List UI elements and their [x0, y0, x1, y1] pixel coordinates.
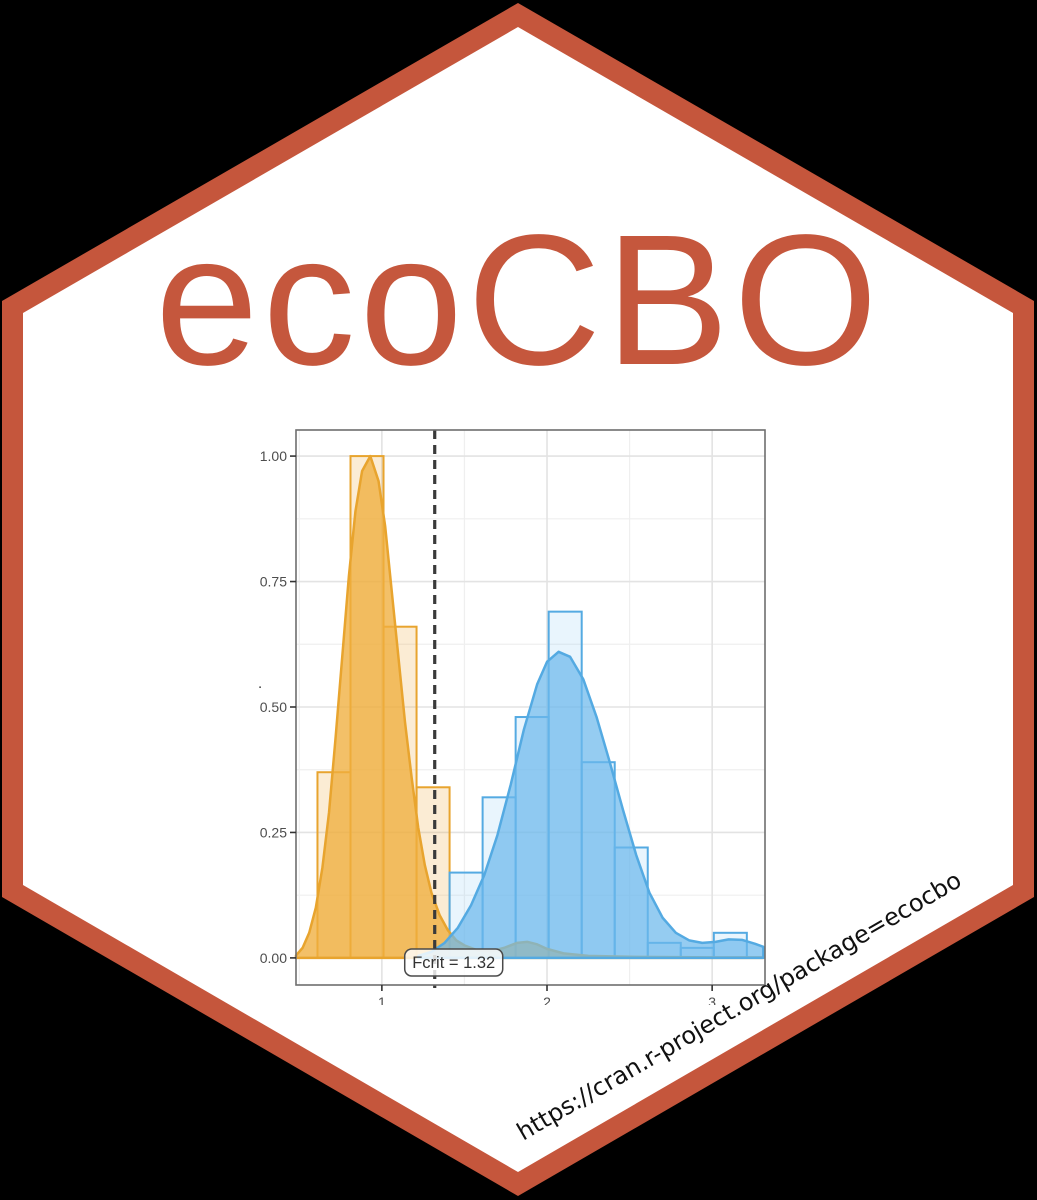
fcrit-label: Fcrit = 1.32: [412, 954, 495, 972]
fcrit-label-box: [403, 948, 504, 977]
y-tick-label: 0.50: [260, 699, 287, 715]
y-tick-label: 0.00: [260, 950, 287, 966]
x-tick-label: 1: [378, 994, 386, 1005]
x-tick-label: 3: [708, 994, 716, 1005]
chart-canvas: 1 2 3 0.00 0.25 0.50 0.75 1.00. Fcrit = 1.32: [258, 429, 766, 1010]
y-axis-title: .: [258, 675, 262, 692]
f-distribution-chart: 1 2 3 0.00 0.25 0.50 0.75 1.00. Fcrit = 1.32: [250, 425, 770, 1010]
density-curve-blue: [416, 650, 765, 960]
x-tick-label: 2: [543, 994, 551, 1005]
y-tick-label: 0.75: [260, 574, 287, 590]
y-tick-label: 1.00: [260, 448, 287, 464]
y-tick-label: 0.25: [260, 824, 287, 840]
package-title: ecoCBO: [155, 197, 882, 404]
